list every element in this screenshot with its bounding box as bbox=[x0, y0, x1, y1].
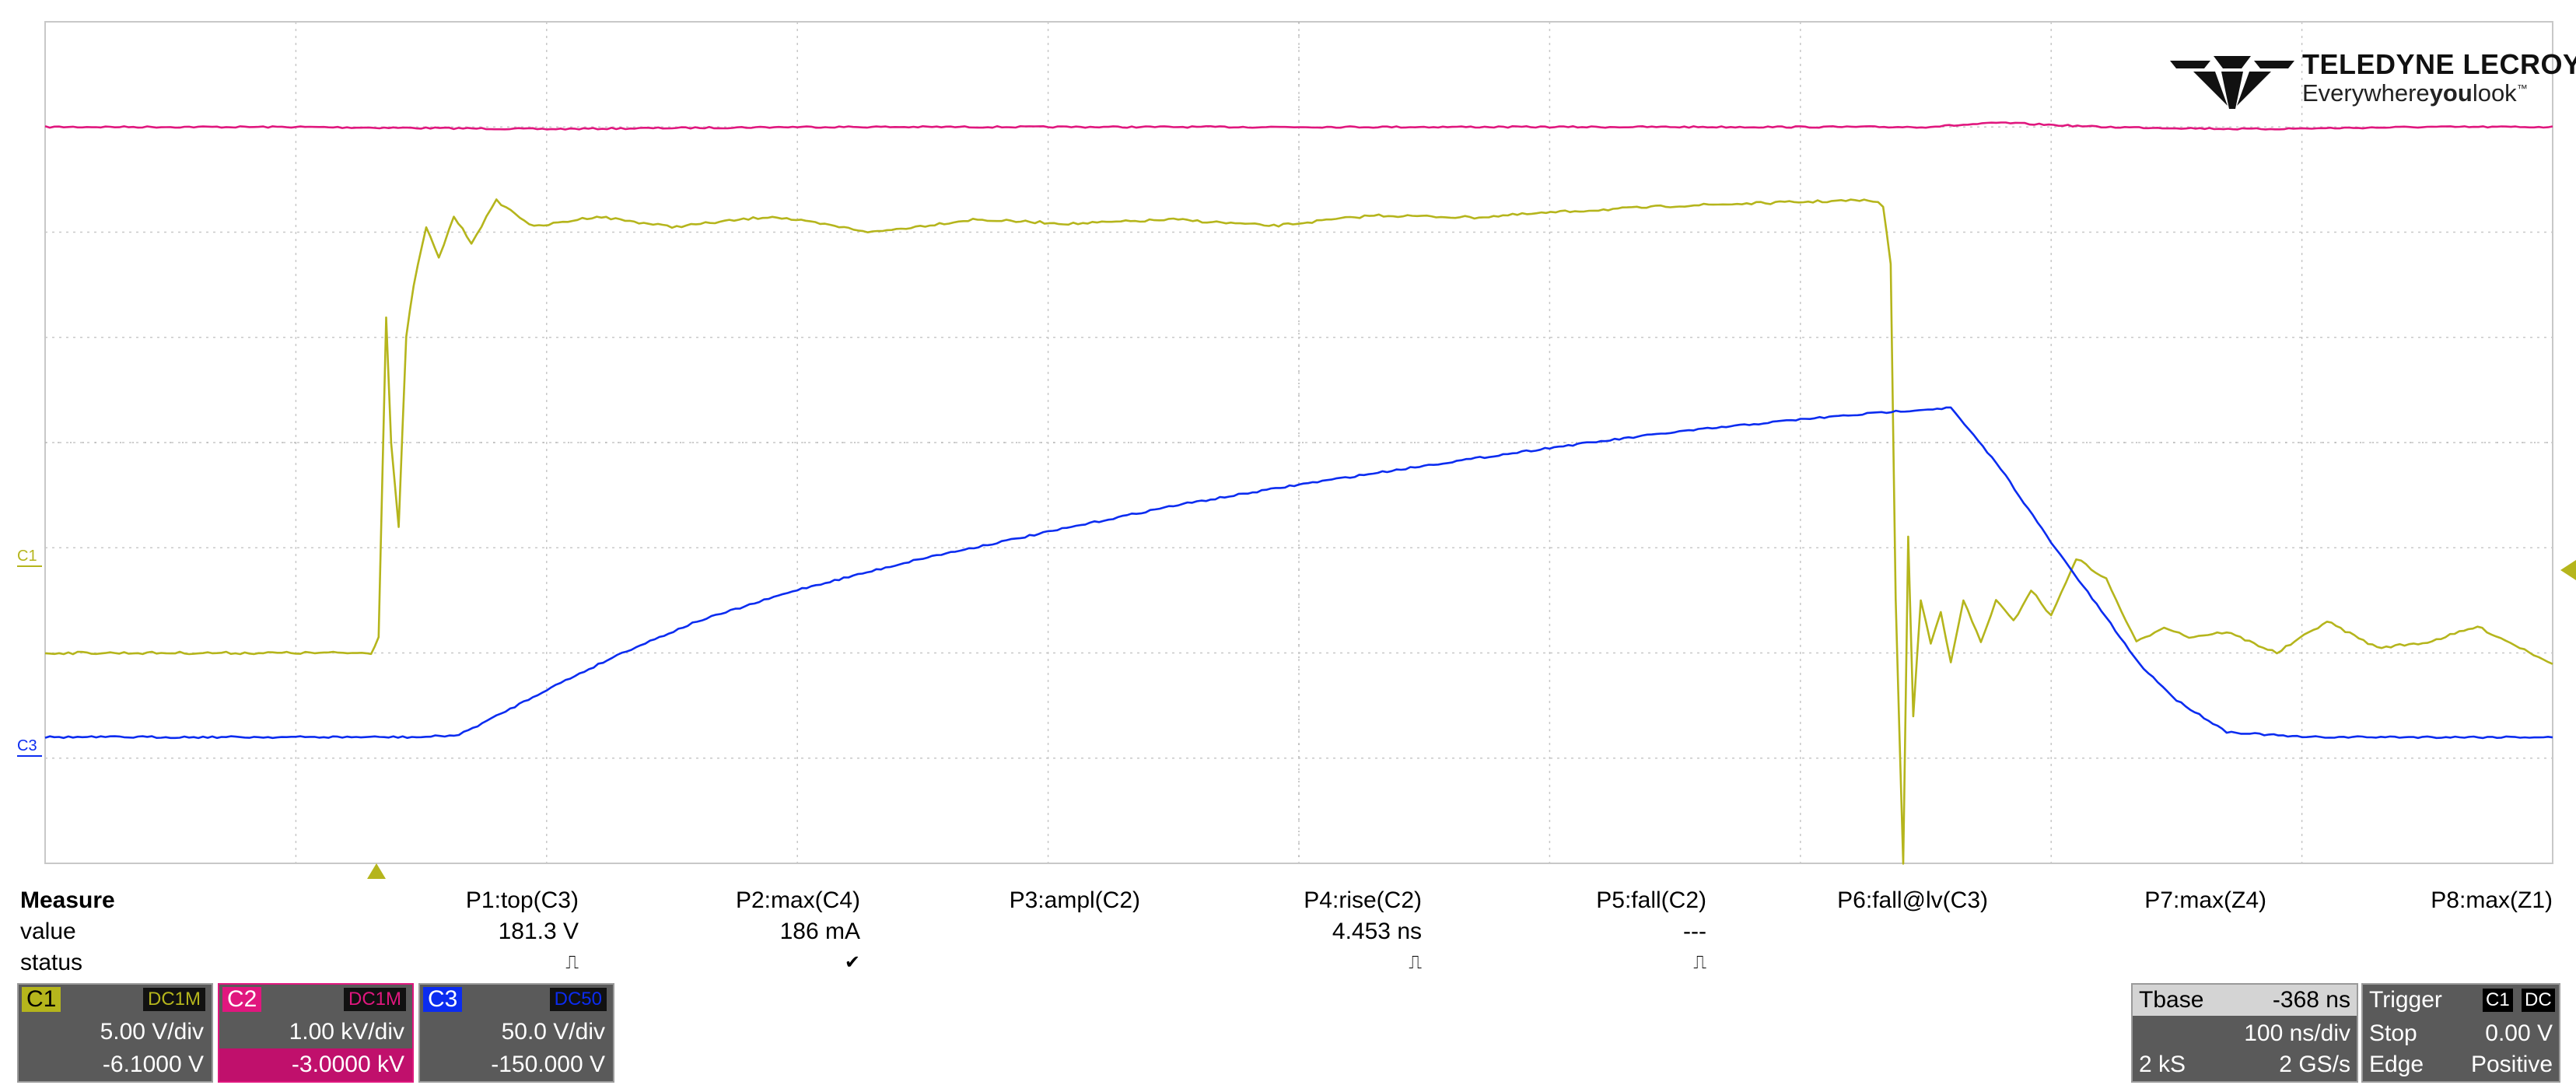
channel-c3-offset: -150.000 V bbox=[491, 1052, 605, 1077]
trigger-label: Trigger bbox=[2369, 987, 2442, 1013]
brand-tagline: Everywhereyoulook™ bbox=[2302, 79, 2528, 107]
param-p7[interactable]: P7:max(Z4) bbox=[2144, 885, 2266, 978]
param-value bbox=[1010, 916, 1140, 947]
param-p3[interactable]: P3:ampl(C2) bbox=[1010, 885, 1140, 978]
graticule bbox=[44, 21, 2553, 864]
timebase-samples: 2 kS bbox=[2139, 1052, 2186, 1077]
param-value: 186 mA bbox=[779, 919, 860, 944]
status-check-icon: ✔ bbox=[844, 952, 860, 973]
param-name: P3:ampl(C2) bbox=[1009, 887, 1140, 913]
timebase-tdiv: 100 ns/div bbox=[2244, 1020, 2350, 1046]
param-p4[interactable]: P4:rise(C2) 4.453 ns ⎍ bbox=[1304, 885, 1422, 978]
param-value: --- bbox=[1683, 919, 1706, 944]
waveform-display[interactable] bbox=[0, 0, 2576, 879]
status-icon bbox=[1837, 947, 1988, 978]
param-p8[interactable]: P8:max(Z1) bbox=[2431, 885, 2553, 978]
trigger-level: 0.00 V bbox=[2485, 1020, 2553, 1046]
channel-c2-coupling: DC1M bbox=[343, 988, 406, 1011]
param-p5[interactable]: P5:fall(C2) --- ⎍ bbox=[1596, 885, 1706, 978]
param-name: P5:fall(C2) bbox=[1596, 887, 1706, 913]
param-name: P7:max(Z4) bbox=[2144, 887, 2266, 913]
channel-c3-tag: C3 bbox=[423, 987, 463, 1012]
status-pulse-icon: ⎍ bbox=[1409, 952, 1422, 973]
brand-name: TELEDYNE LECROY bbox=[2302, 48, 2576, 80]
param-name: P2:max(C4) bbox=[735, 887, 860, 913]
param-value bbox=[2144, 916, 2266, 947]
channel-c3-descriptor[interactable]: C3 DC50 50.0 V/div -150.000 V bbox=[418, 983, 614, 1083]
param-name: P6:fall@lv(C3) bbox=[1837, 887, 1988, 913]
trigger-type: Edge bbox=[2369, 1052, 2424, 1077]
trigger-descriptor[interactable]: Trigger C1 DC Stop 0.00 V Edge Positive bbox=[2361, 983, 2560, 1083]
param-value: 4.453 ns bbox=[1332, 919, 1422, 944]
trace-layer bbox=[44, 121, 2553, 865]
trigger-slope: Positive bbox=[2470, 1052, 2553, 1077]
trace-c3 bbox=[44, 406, 2553, 740]
param-p6[interactable]: P6:fall@lv(C3) bbox=[1837, 885, 1988, 978]
timebase-label: Tbase bbox=[2139, 987, 2204, 1013]
trigger-level-marker[interactable] bbox=[2560, 560, 2576, 580]
timebase-header bbox=[2133, 985, 2357, 1016]
timebase-descriptor[interactable]: Tbase -368 ns 100 ns/div 2 kS 2 GS/s bbox=[2131, 983, 2358, 1083]
channel-c2-tag: C2 bbox=[222, 987, 262, 1012]
timebase-rate: 2 GS/s bbox=[2279, 1052, 2350, 1077]
trigger-mode: Stop bbox=[2369, 1020, 2417, 1046]
param-name: P1:top(C3) bbox=[465, 887, 579, 913]
param-name: P8:max(Z1) bbox=[2431, 887, 2553, 913]
measure-title: Measure bbox=[20, 887, 115, 913]
status-icon bbox=[2431, 947, 2553, 978]
channel-c2-offset-highlight bbox=[219, 1048, 412, 1081]
measure-table[interactable]: Measure value status P1:top(C3) 181.3 V … bbox=[0, 885, 2576, 978]
channel-c2-vdiv: 1.00 kV/div bbox=[289, 1019, 404, 1045]
measure-row-value-label: value bbox=[20, 919, 76, 944]
param-p1[interactable]: P1:top(C3) 181.3 V ⎍ bbox=[466, 885, 579, 978]
status-icon bbox=[2144, 947, 2266, 978]
channel-c1-vdiv: 5.00 V/div bbox=[100, 1019, 204, 1045]
trigger-position-marker[interactable] bbox=[367, 863, 386, 879]
status-pulse-icon: ⎍ bbox=[1693, 952, 1706, 973]
status-icon bbox=[1010, 947, 1140, 978]
trace-c1 bbox=[44, 198, 2553, 865]
param-value bbox=[1837, 916, 1988, 947]
channel-c1-offset: -6.1000 V bbox=[102, 1052, 204, 1077]
channel-c1-descriptor[interactable]: C1 DC1M 5.00 V/div -6.1000 V bbox=[17, 983, 213, 1083]
c1-marker-label: C1 bbox=[17, 548, 37, 565]
measure-row-labels: Measure value status bbox=[20, 885, 115, 978]
param-value bbox=[2431, 916, 2553, 947]
teledyne-lecroy-logo: TELEDYNE LECROY Everywhereyoulook™ bbox=[2170, 47, 2576, 117]
timebase-delay: -368 ns bbox=[2272, 987, 2350, 1013]
measure-row-status-label: status bbox=[20, 950, 83, 975]
logo-mark-icon bbox=[2170, 56, 2294, 109]
param-name: P4:rise(C2) bbox=[1304, 887, 1422, 913]
status-pulse-icon: ⎍ bbox=[565, 952, 579, 973]
channel-c2-descriptor[interactable]: C2 DC1M 1.00 kV/div -3.0000 kV bbox=[218, 983, 414, 1083]
channel-c1-tag: C1 bbox=[22, 987, 61, 1012]
trigger-source: C1 bbox=[2483, 989, 2513, 1012]
channel-c1-coupling: DC1M bbox=[142, 988, 205, 1011]
param-value: 181.3 V bbox=[498, 919, 579, 944]
trigger-coupling: DC bbox=[2522, 989, 2555, 1012]
param-p2[interactable]: P2:max(C4) 186 mA ✔ bbox=[736, 885, 860, 978]
trace-c2 bbox=[44, 121, 2553, 131]
channel-c3-vdiv: 50.0 V/div bbox=[501, 1019, 605, 1045]
channel-c2-offset: -3.0000 kV bbox=[291, 1052, 404, 1077]
channel-c3-coupling: DC50 bbox=[549, 988, 607, 1011]
c3-marker-label: C3 bbox=[17, 737, 37, 754]
